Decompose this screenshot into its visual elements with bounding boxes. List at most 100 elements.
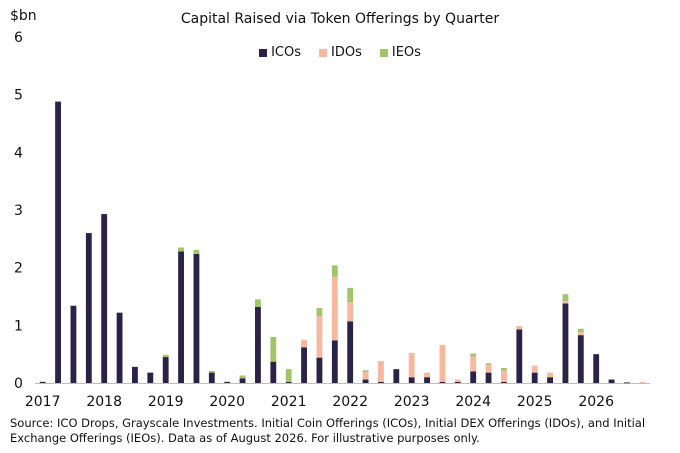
bar-ieos-2025-Q4 (577, 328, 584, 333)
bar-icos-2018-Q2 (116, 312, 123, 383)
bar-icos-2022-Q4 (393, 369, 400, 383)
legend: ICOs IDOs IEOs (0, 45, 680, 60)
bar-icos-2017-Q1 (39, 381, 46, 383)
bar-idos-2026-Q4 (639, 381, 646, 383)
bar-icos-2018-Q4 (147, 372, 154, 383)
bar-ieos-2020-Q3 (255, 299, 261, 307)
source-footnote: Source: ICO Drops, Grayscale Investments… (10, 416, 646, 445)
bar-ieos-2020-Q2 (239, 375, 246, 379)
x-year-label: 2021 (271, 394, 307, 410)
bar-idos-2021-Q3 (316, 316, 323, 358)
bar-icos-2026-Q3 (624, 382, 630, 384)
bar-idos-2021-Q2 (301, 339, 307, 348)
bar-icos-2022-Q2 (362, 379, 369, 383)
bar-ieos-2024-Q1 (470, 353, 477, 357)
bar-ieos-2022-Q2 (362, 370, 369, 373)
bar-icos-2025-Q1 (531, 372, 538, 383)
bar-idos-2025-Q3 (562, 301, 569, 304)
bar-icos-2021-Q3 (316, 357, 323, 383)
bar-icos-2018-Q1 (101, 214, 108, 383)
bar-icos-2023-Q3 (439, 381, 446, 383)
bar-icos-2019-Q1 (162, 357, 169, 383)
y-tick-label: 6 (14, 30, 23, 46)
x-year-label: 2024 (455, 394, 491, 410)
legend-item-idos: IDOs (319, 45, 362, 60)
legend-item-icos: ICOs (259, 45, 301, 60)
x-year-label: 2017 (25, 394, 61, 410)
y-tick-label: 2 (14, 261, 23, 277)
bar-icos-2024-Q3 (501, 381, 507, 383)
bar-icos-2019-Q3 (193, 253, 200, 383)
bar-ieos-2021-Q4 (331, 265, 338, 277)
x-year-label: 2019 (148, 394, 184, 410)
bar-ieos-2022-Q1 (347, 287, 354, 303)
x-year-label: 2018 (86, 394, 122, 410)
x-year-label: 2026 (578, 394, 614, 410)
bar-icos-2021-Q2 (301, 347, 307, 383)
bar-ieos-2021-Q3 (316, 308, 323, 317)
bar-idos-2022-Q1 (347, 302, 354, 322)
x-year-label: 2020 (209, 394, 245, 410)
bar-icos-2021-Q1 (285, 381, 292, 383)
bar-idos-2022-Q3 (378, 361, 384, 382)
x-year-label: 2025 (517, 394, 553, 410)
y-tick-label: 4 (14, 145, 23, 161)
legend-swatch-icos (259, 48, 268, 57)
bar-ieos-2021-Q1 (285, 369, 292, 382)
bar-idos-2023-Q2 (424, 372, 430, 378)
x-year-label: 2023 (394, 394, 430, 410)
bar-ieos-2019-Q4 (208, 370, 215, 373)
bar-icos-2023-Q1 (408, 377, 415, 383)
bar-idos-2024-Q1 (470, 356, 477, 372)
bar-icos-2024-Q1 (470, 371, 477, 383)
bar-icos-2017-Q2 (55, 101, 61, 383)
bar-ieos-2019-Q1 (162, 354, 169, 358)
bar-icos-2020-Q1 (224, 381, 231, 383)
bar-ieos-2024-Q3 (501, 368, 507, 371)
legend-item-ieos: IEOs (379, 45, 421, 60)
bar-idos-2025-Q2 (547, 372, 553, 378)
bar-icos-2024-Q4 (516, 329, 523, 383)
bar-idos-2025-Q1 (531, 365, 538, 373)
bar-icos-2019-Q2 (178, 251, 184, 383)
bar-ieos-2024-Q2 (485, 363, 492, 366)
x-year-label: 2022 (332, 394, 368, 410)
y-tick-label: 0 (14, 376, 23, 392)
bar-idos-2024-Q4 (516, 325, 523, 330)
bar-icos-2020-Q4 (270, 361, 277, 383)
legend-label-icos: ICOs (271, 45, 301, 60)
bar-icos-2022-Q3 (378, 381, 384, 383)
legend-swatch-idos (319, 48, 327, 57)
bar-icos-2020-Q3 (255, 306, 261, 383)
bar-icos-2025-Q3 (562, 303, 569, 383)
chart-title: Capital Raised via Token Offerings by Qu… (180, 11, 500, 27)
bar-icos-2026-Q2 (608, 379, 615, 383)
legend-label-idos: IDOs (331, 45, 362, 60)
bar-idos-2023-Q4 (454, 379, 461, 382)
bar-icos-2018-Q3 (132, 366, 138, 383)
bar-icos-2019-Q4 (208, 372, 215, 383)
bar-idos-2024-Q2 (485, 365, 492, 373)
bar-idos-2023-Q1 (408, 353, 415, 378)
bar-icos-2017-Q4 (85, 233, 92, 383)
bar-idos-2022-Q2 (362, 372, 369, 380)
bar-idos-2021-Q4 (331, 276, 338, 341)
y-tick-label: 5 (14, 88, 23, 104)
bar-idos-2023-Q3 (439, 344, 446, 382)
y-tick-label: 3 (14, 203, 23, 219)
bar-icos-2017-Q3 (70, 305, 77, 383)
bar-icos-2026-Q1 (593, 354, 600, 383)
bar-ieos-2020-Q4 (270, 336, 277, 362)
bar-icos-2023-Q2 (424, 377, 430, 383)
bar-icos-2025-Q2 (547, 377, 553, 383)
bar-ieos-2019-Q3 (193, 249, 200, 254)
bar-icos-2021-Q4 (331, 340, 338, 383)
legend-swatch-ieos (379, 48, 388, 57)
bar-icos-2024-Q2 (485, 372, 492, 383)
bar-icos-2025-Q4 (577, 335, 584, 383)
bar-icos-2023-Q4 (454, 381, 461, 383)
legend-label-ieos: IEOs (391, 45, 421, 60)
bar-idos-2025-Q4 (577, 332, 584, 336)
bar-icos-2022-Q1 (347, 321, 354, 383)
